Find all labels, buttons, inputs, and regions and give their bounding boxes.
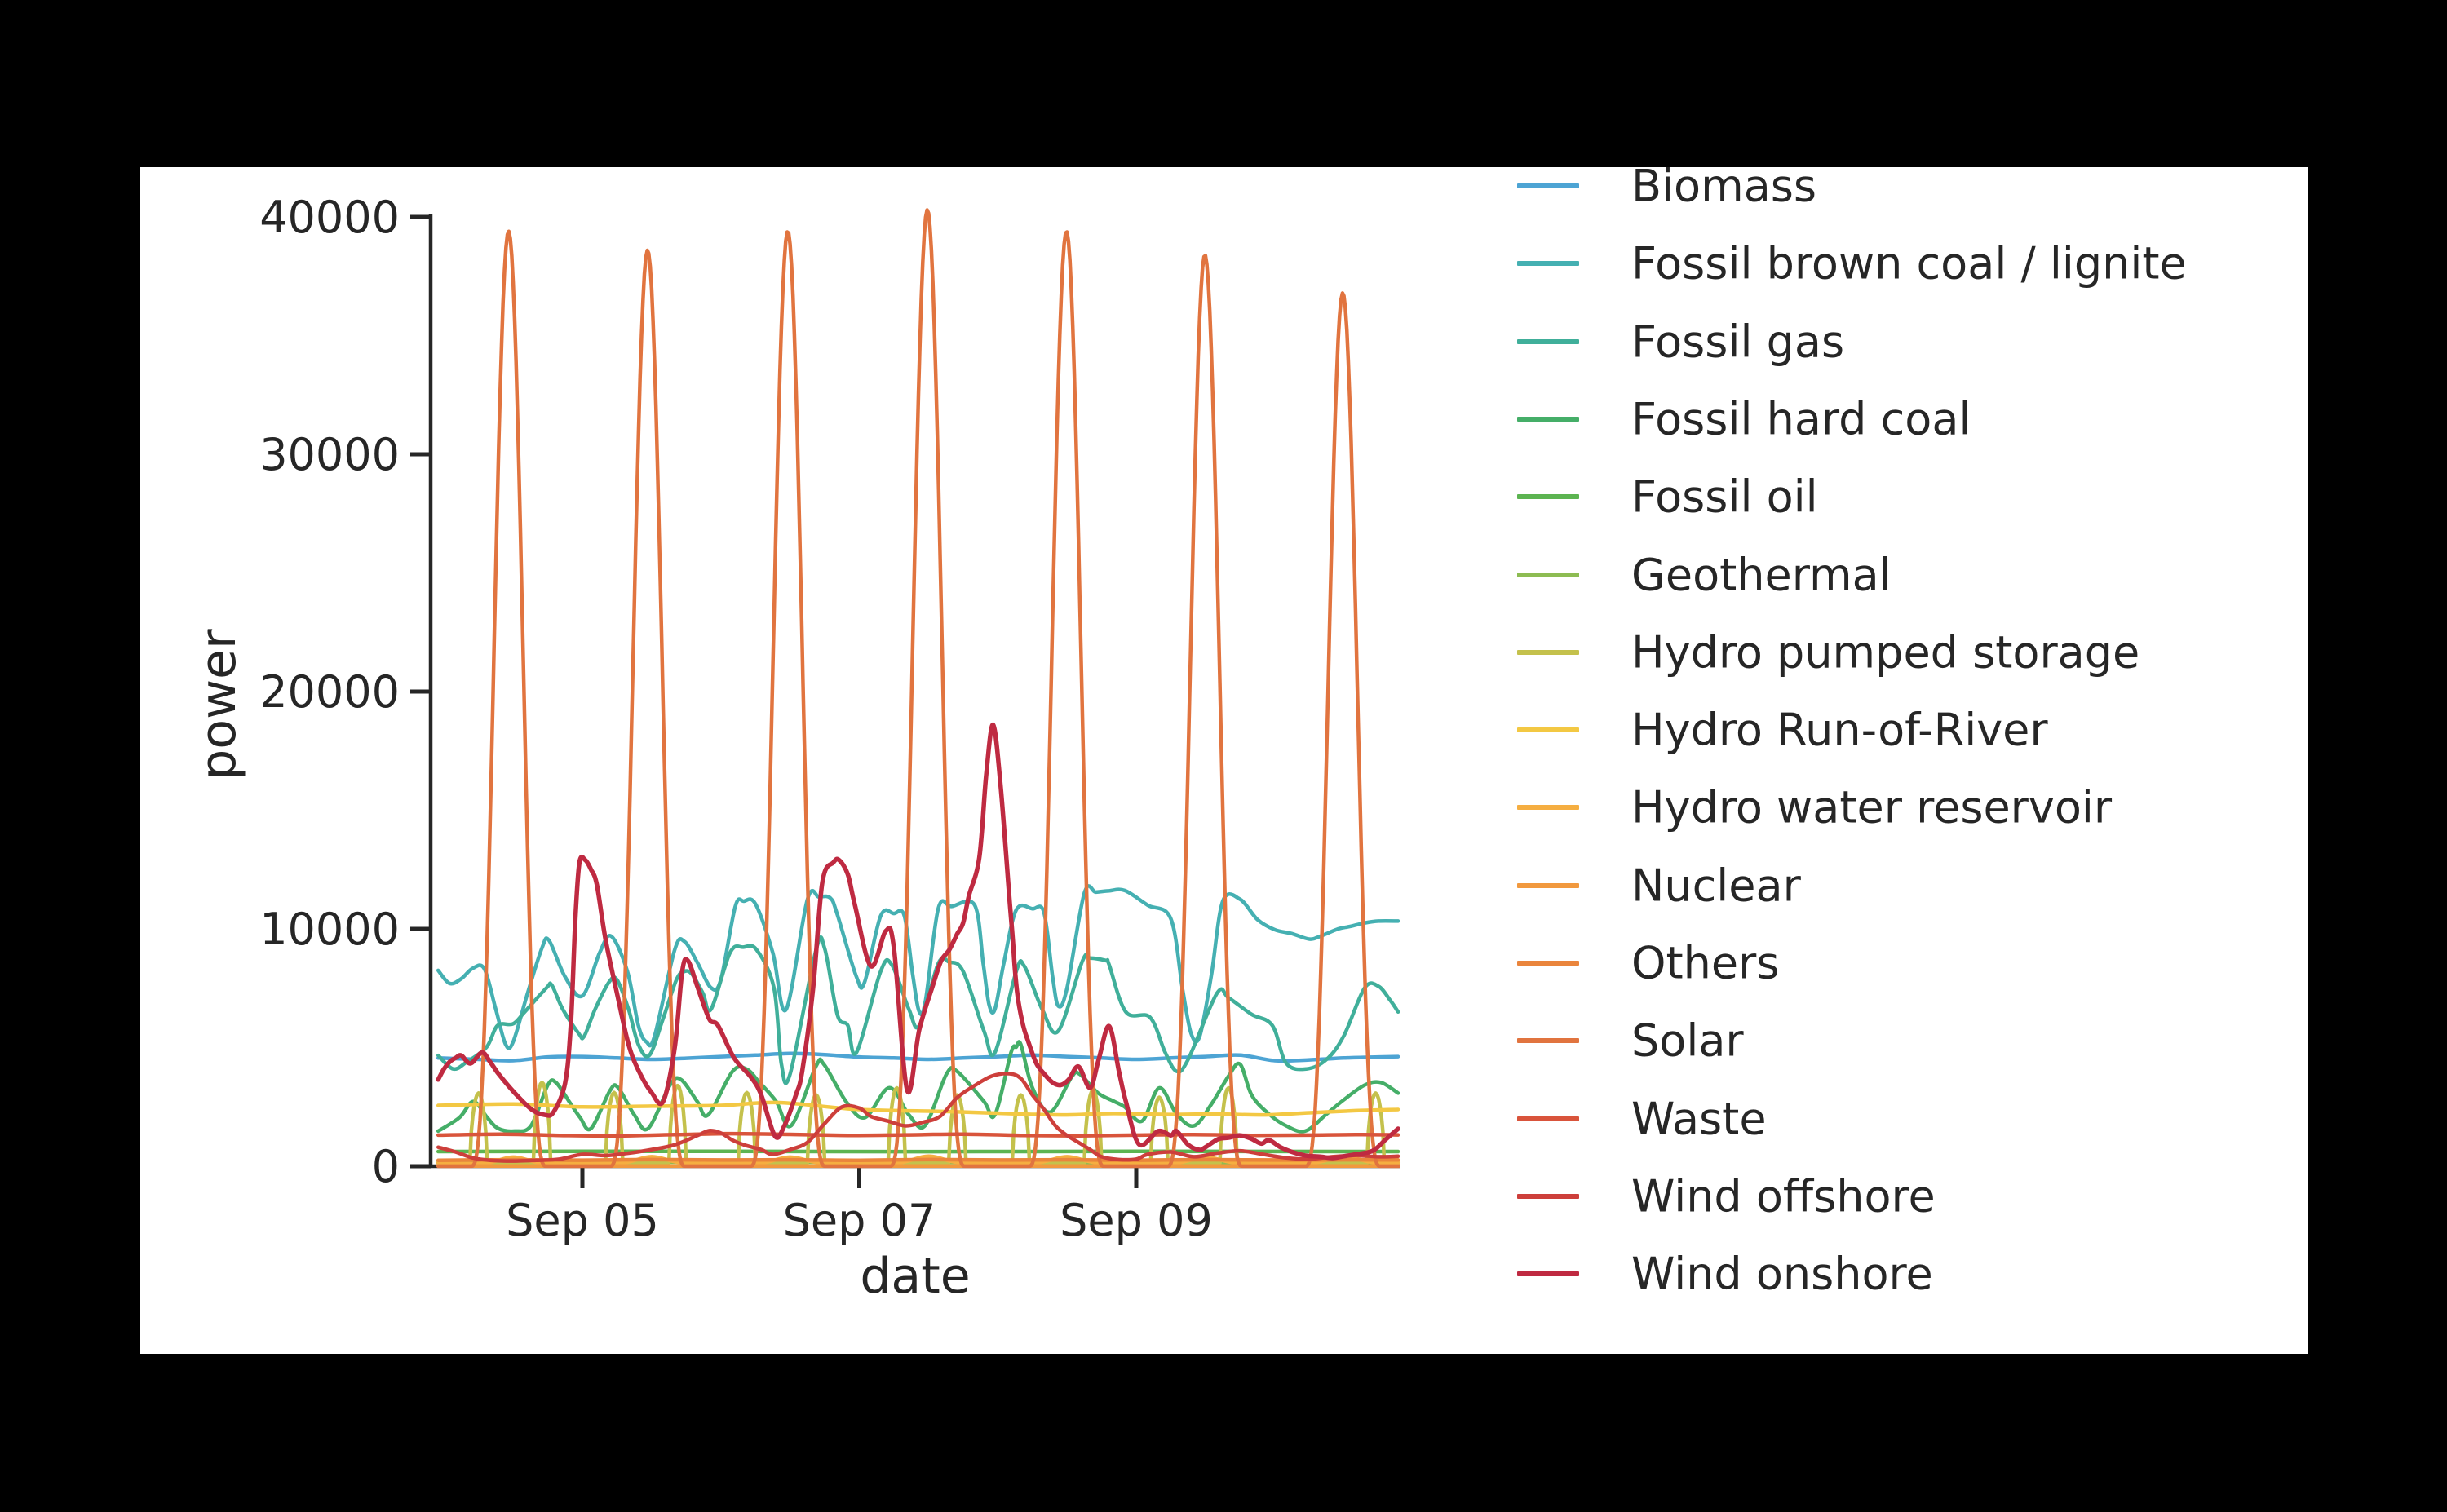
series-line-hydro-run-of-river (436, 1100, 1400, 1117)
y-tick-label: 20000 (259, 666, 400, 718)
series-line-solar (436, 208, 1401, 1169)
series-line-fossil-gas (436, 935, 1400, 1085)
series-line-wind-onshore (436, 722, 1400, 1161)
series-line-others (436, 1157, 1400, 1162)
axes: 0 10000 20000 30000 40000 Sep 05 Sep 07 Sep 09 (259, 192, 1400, 1246)
x-tick-label: Sep 05 (506, 1195, 659, 1246)
y-tick-label: 30000 (259, 429, 400, 480)
y-tick-label: 40000 (259, 192, 400, 243)
series-line-biomass (436, 1051, 1400, 1063)
y-axis-label: power (190, 629, 247, 780)
series-line-fossil-hard-coal (436, 1040, 1400, 1134)
x-axis-label: date (860, 1248, 970, 1305)
series-lines (436, 208, 1401, 1169)
y-tick-label: 10000 (259, 904, 400, 955)
series-line-waste (436, 1131, 1400, 1138)
series-line-wind-offshore (436, 1072, 1400, 1163)
y-tick-label: 0 (372, 1141, 400, 1192)
x-tick-label: Sep 07 (783, 1195, 936, 1246)
x-tick-label: Sep 09 (1060, 1195, 1213, 1246)
